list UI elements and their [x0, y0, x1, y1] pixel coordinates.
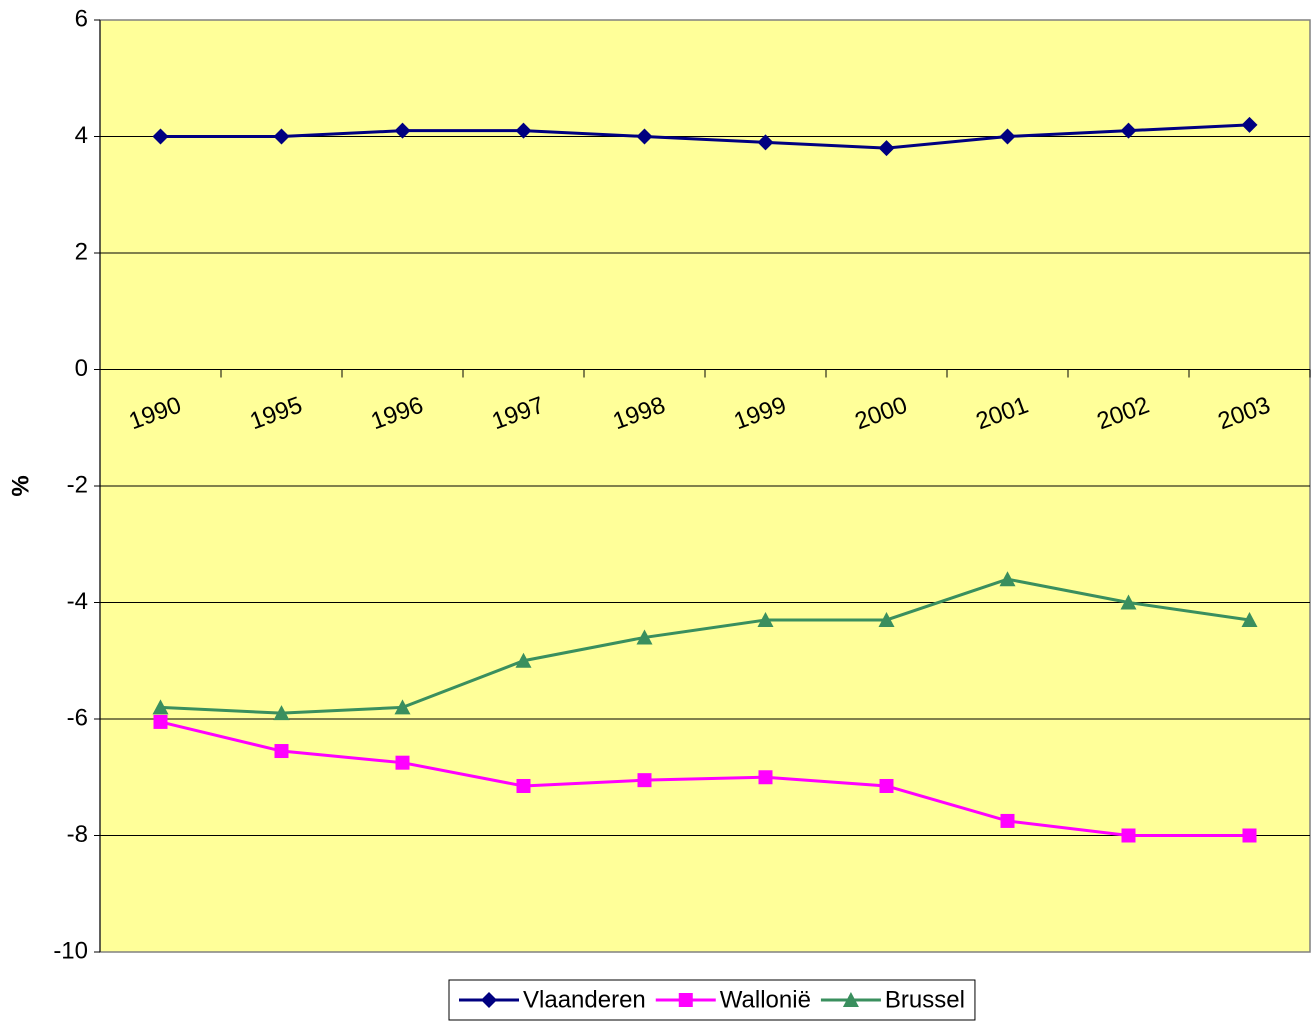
marker	[516, 778, 531, 793]
marker	[515, 122, 532, 139]
marker	[1242, 828, 1257, 843]
marker	[152, 699, 169, 715]
y-tick-label: 2	[75, 238, 88, 265]
marker	[153, 714, 168, 729]
marker	[758, 770, 773, 785]
series-line	[160, 577, 1250, 715]
marker	[637, 773, 652, 788]
marker	[1120, 122, 1137, 139]
y-tick-label: -4	[67, 588, 88, 615]
marker	[999, 571, 1016, 587]
legend-label: Brussel	[885, 986, 965, 1013]
y-tick-label: -6	[67, 704, 88, 731]
y-tick-label: 6	[75, 5, 88, 32]
marker	[842, 992, 859, 1007]
y-axis-label: %	[7, 475, 34, 496]
y-tick-label: -2	[67, 471, 88, 498]
marker	[152, 128, 169, 145]
marker	[1121, 828, 1136, 843]
marker	[1241, 116, 1258, 133]
y-tick-label: 0	[75, 355, 88, 382]
marker	[395, 755, 410, 770]
series-line	[160, 123, 1250, 150]
marker	[1000, 813, 1015, 828]
marker	[273, 128, 290, 145]
marker	[636, 629, 653, 645]
marker	[878, 140, 895, 157]
marker	[273, 705, 290, 721]
y-tick-label: 4	[75, 122, 88, 149]
legend: Vlaanderen Wallonië Brussel	[448, 979, 976, 1021]
marker	[757, 134, 774, 151]
marker	[678, 993, 693, 1007]
y-tick-label: -8	[67, 821, 88, 848]
marker	[1120, 594, 1137, 610]
marker	[878, 611, 895, 627]
marker	[999, 128, 1016, 145]
legend-label: Wallonië	[720, 986, 811, 1013]
marker	[481, 992, 497, 1008]
marker	[274, 744, 289, 759]
legend-label: Vlaanderen	[523, 986, 646, 1013]
marker	[515, 652, 532, 668]
marker	[394, 699, 411, 715]
marker	[636, 128, 653, 145]
marker	[757, 611, 774, 627]
marker	[394, 122, 411, 139]
series-line	[160, 720, 1250, 837]
marker	[1241, 611, 1258, 627]
y-tick-label: -10	[53, 937, 88, 964]
marker	[879, 778, 894, 793]
